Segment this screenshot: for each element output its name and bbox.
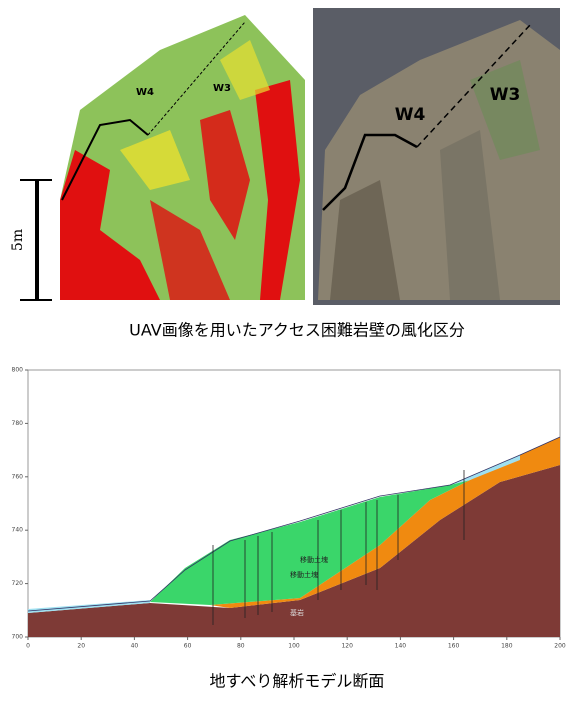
scale-label: 5m	[10, 229, 26, 251]
x-tick-label: 0	[26, 643, 30, 650]
y-tick-label: 780	[12, 420, 24, 427]
y-tick-label: 740	[12, 527, 24, 534]
label: W3	[490, 85, 521, 105]
x-tick-label: 180	[501, 643, 513, 650]
x-tick-label: 20	[77, 643, 85, 650]
x-tick-label: 120	[341, 643, 353, 650]
photo: W4 W3	[313, 8, 560, 305]
x-tick-label: 100	[288, 643, 300, 650]
cross-section: 移動土塊 移動土塊 基岩 700 720 740 760 780 800 0 20 40 60 80…	[12, 367, 566, 650]
label: W4	[395, 105, 426, 125]
x-tick-label: 200	[554, 643, 566, 650]
layer-label: 移動土塊	[300, 555, 328, 564]
y-tick-label: 760	[12, 473, 24, 480]
y-tick-label: 720	[12, 580, 24, 587]
caption: UAV画像を用いたアクセス困難岩壁の風化区分	[129, 321, 465, 340]
layer-label: 基岩	[290, 608, 304, 617]
x-tick-label: 60	[184, 643, 192, 650]
label: W3	[213, 83, 231, 94]
label: W4	[136, 87, 154, 98]
x-tick-label: 80	[237, 643, 245, 650]
y-tick-label: 700	[12, 634, 24, 641]
x-tick-label: 40	[131, 643, 139, 650]
x-tick-label: 140	[395, 643, 407, 650]
weathering-map: W4 W3	[60, 15, 305, 300]
caption: 地すべり解析モデル断面	[210, 672, 385, 691]
y-tick-label: 800	[12, 367, 24, 374]
x-tick-label: 160	[448, 643, 460, 650]
layer-label: 移動土塊	[290, 570, 318, 579]
